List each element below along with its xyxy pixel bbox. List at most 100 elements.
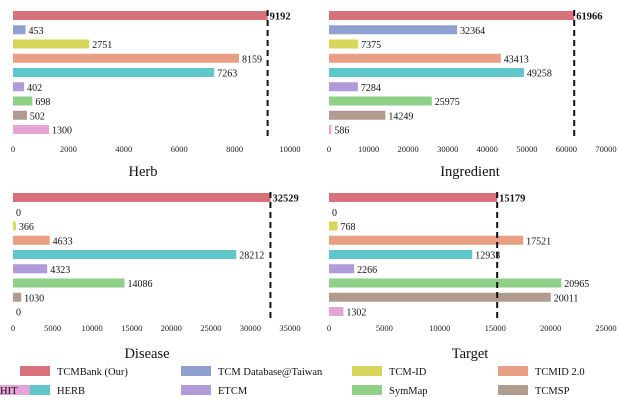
xtick-label-disease-1: 5000 <box>44 323 61 333</box>
bar-target-tcmsp <box>329 292 551 302</box>
xtick-label-disease-7: 35000 <box>279 323 300 333</box>
bar-herb-herb <box>13 68 215 77</box>
bar-herb-tcm-database-taiwan <box>13 25 26 35</box>
xtick-label-disease-0: 0 <box>11 323 15 333</box>
legend-swatch-tcmsp <box>498 385 528 395</box>
legend-item-symmap: SymMap <box>352 385 428 397</box>
bar-target-hit <box>329 307 344 316</box>
bar-herb-tcmid-2-0 <box>13 53 239 63</box>
legend: TCMBank (Our) TCM Database@Taiwan TCM-ID TC… <box>0 366 585 397</box>
panel-title-ingredient: Ingredient <box>440 164 500 180</box>
bar-ingredient-tcmbank-our <box>329 11 575 20</box>
value-label-ingredient-tcmsp: 14249 <box>388 111 413 122</box>
xtick-label-ingredient-1: 10000 <box>358 144 379 154</box>
value-label-target-tcmid-2-0: 17521 <box>526 236 551 247</box>
legend-swatch-etcm <box>181 385 211 395</box>
legend-swatch-tcm-database-taiwan <box>181 366 211 376</box>
value-label-disease-tcm-database-taiwan: 0 <box>16 208 21 219</box>
xtick-label-disease-6: 30000 <box>240 323 261 333</box>
xtick-label-herb-5: 10000 <box>279 144 300 154</box>
legend-item-tcmbank-our: TCMBank (Our) <box>20 366 128 378</box>
value-label-disease-symmap: 14086 <box>127 279 152 290</box>
value-label-herb-tcmbank-our: 9192 <box>270 12 291 23</box>
bar-disease-tcmsp <box>13 292 22 302</box>
xtick-label-herb-0: 0 <box>11 144 15 154</box>
xtick-label-ingredient-0: 0 <box>327 144 331 154</box>
legend-swatch-tcmbank-our <box>20 366 50 376</box>
bar-ingredient-hit <box>329 125 332 134</box>
legend-item-tcmid-2-0: TCMID 2.0 <box>498 366 585 378</box>
value-label-ingredient-tcm-database-taiwan: 32364 <box>460 26 485 37</box>
value-label-disease-tcmid-2-0: 4633 <box>53 236 73 247</box>
value-label-disease-tcmbank-our: 32529 <box>272 194 298 205</box>
xtick-label-disease-3: 15000 <box>121 323 142 333</box>
value-label-herb-tcm-database-taiwan: 453 <box>29 26 44 37</box>
value-label-herb-tcmid-2-0: 8159 <box>242 54 262 65</box>
value-label-target-tcmbank-our: 15179 <box>499 194 525 205</box>
value-label-disease-hit: 0 <box>16 308 21 319</box>
value-label-target-tcm-database-taiwan: 0 <box>332 208 337 219</box>
panel-title-disease: Disease <box>124 346 169 362</box>
bar-disease-etcm <box>13 264 48 274</box>
xtick-label-ingredient-2: 20000 <box>398 144 419 154</box>
bar-disease-tcm-id <box>13 221 16 231</box>
legend-item-herb: HERB <box>20 385 85 397</box>
legend-swatch-hit <box>0 385 30 395</box>
value-label-target-etcm: 2266 <box>357 265 377 276</box>
legend-label-symmap: SymMap <box>389 386 428 397</box>
legend-label-tcmid-2-0: TCMID 2.0 <box>535 367 585 378</box>
legend-label-etcm: ETCM <box>218 386 248 397</box>
value-label-herb-tcmsp: 502 <box>30 111 45 122</box>
legend-label-tcmbank-our: TCMBank (Our) <box>57 367 128 378</box>
legend-item-tcmsp: TCMSP <box>498 385 570 397</box>
value-label-target-symmap: 20965 <box>564 279 589 290</box>
bar-herb-hit <box>13 125 50 134</box>
value-label-ingredient-tcmid-2-0: 43413 <box>504 54 529 65</box>
panel-ingredient: 61966 32364 7375 43413 49258 7284 25975 14249 58… <box>327 10 617 180</box>
legend-label-tcm-id: TCM-ID <box>389 367 427 378</box>
legend-swatch-symmap <box>352 385 382 395</box>
legend-swatch-tcm-id <box>352 366 382 376</box>
value-label-ingredient-herb: 49258 <box>527 69 552 80</box>
bar-target-tcmid-2-0 <box>329 235 524 245</box>
bar-target-tcm-id <box>329 221 338 231</box>
panel-title-herb: Herb <box>129 164 158 180</box>
legend-item-etcm: ETCM <box>181 385 248 397</box>
legend-item-tcm-database-taiwan: TCM Database@Taiwan <box>181 366 323 378</box>
bar-disease-tcmid-2-0 <box>13 235 50 245</box>
value-label-ingredient-etcm: 7284 <box>361 83 381 94</box>
legend-swatch-tcmid-2-0 <box>498 366 528 376</box>
value-label-target-tcm-id: 768 <box>341 222 356 233</box>
xtick-label-target-4: 20000 <box>540 323 561 333</box>
legend-item-hit: HIT <box>0 385 30 397</box>
xtick-label-target-0: 0 <box>327 323 331 333</box>
value-label-disease-tcm-id: 366 <box>19 222 34 233</box>
legend-label-tcm-database-taiwan: TCM Database@Taiwan <box>218 367 323 378</box>
bar-disease-symmap <box>13 278 125 288</box>
bar-disease-herb <box>13 250 237 259</box>
bar-ingredient-tcm-database-taiwan <box>329 25 458 35</box>
xtick-label-disease-2: 10000 <box>82 323 103 333</box>
xtick-label-target-1: 5000 <box>376 323 393 333</box>
value-label-ingredient-tcmbank-our: 61966 <box>576 12 602 23</box>
xtick-label-disease-5: 25000 <box>200 323 221 333</box>
value-label-herb-etcm: 402 <box>27 83 42 94</box>
bar-herb-tcmbank-our <box>13 11 268 20</box>
xtick-label-herb-2: 4000 <box>115 144 132 154</box>
value-label-ingredient-symmap: 25975 <box>435 97 460 108</box>
xtick-label-ingredient-4: 40000 <box>477 144 498 154</box>
xtick-label-target-2: 10000 <box>429 323 450 333</box>
xtick-label-herb-1: 2000 <box>60 144 77 154</box>
panel-title-target: Target <box>452 346 489 362</box>
value-label-herb-hit: 1300 <box>52 126 72 137</box>
value-label-disease-tcmsp: 1030 <box>24 293 44 304</box>
value-label-disease-etcm: 4323 <box>50 265 70 276</box>
bar-ingredient-tcmid-2-0 <box>329 53 501 63</box>
bar-ingredient-herb <box>329 68 524 77</box>
legend-label-herb: HERB <box>57 386 85 397</box>
legend-swatch-herb <box>20 385 50 395</box>
panel-herb: 9192 453 2751 8159 7263 402 698 502 1300 0 2000 400… <box>11 10 301 180</box>
xtick-label-herb-3: 6000 <box>171 144 188 154</box>
